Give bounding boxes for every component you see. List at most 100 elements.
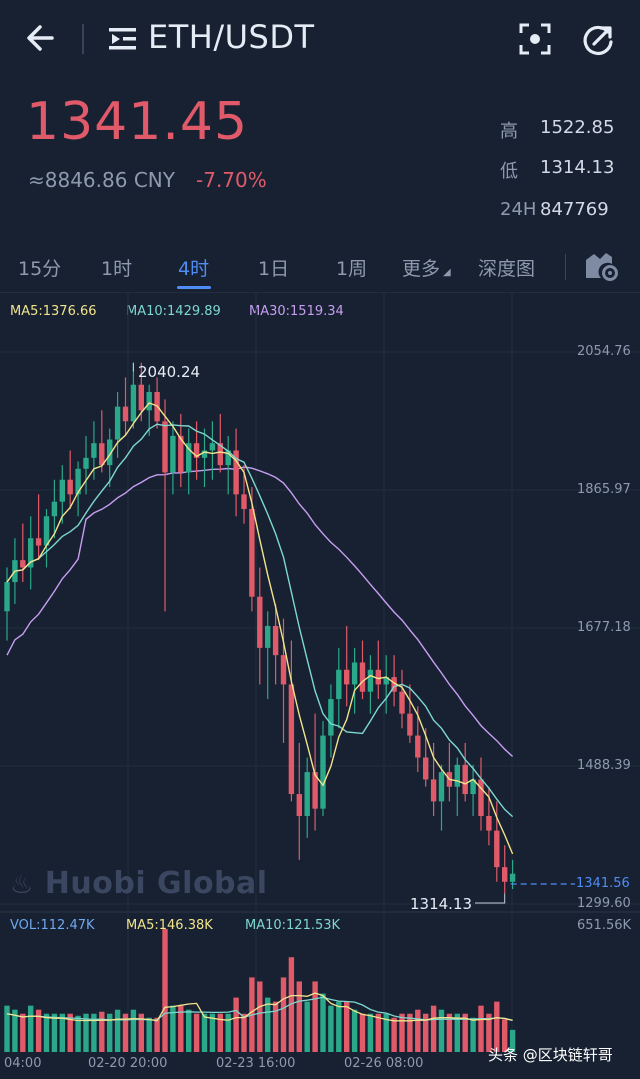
candle-body xyxy=(67,479,73,495)
candle-body xyxy=(114,406,121,440)
candle-body xyxy=(470,779,476,795)
stat-low-label: 低 xyxy=(500,161,518,182)
candle-body xyxy=(20,560,26,568)
tab-1h[interactable]: 1时 xyxy=(101,258,133,280)
candle-body xyxy=(193,443,200,458)
candle-body xyxy=(367,669,374,692)
candle-body xyxy=(233,450,239,495)
candle-body xyxy=(430,779,437,802)
volume-bar xyxy=(193,1013,200,1052)
volume-bar xyxy=(454,1013,460,1052)
time-tick-2: 02-20 20:00 xyxy=(88,1056,168,1071)
back-arrow-icon[interactable] xyxy=(22,18,62,58)
volume-bar xyxy=(367,1013,374,1052)
volume-bar xyxy=(91,1013,97,1052)
candle-body xyxy=(217,443,223,466)
flame-logo-icon: ♨ xyxy=(10,870,34,900)
candle-body xyxy=(486,815,492,831)
tab-15m[interactable]: 15分 xyxy=(18,258,62,280)
current-price-tag: 1341.56 xyxy=(576,876,630,891)
low-marker: 1314.13 xyxy=(410,895,473,913)
candle-body xyxy=(438,772,445,802)
volume-bar xyxy=(486,1013,492,1052)
volume-bar xyxy=(344,1001,350,1052)
chart-settings-icon[interactable] xyxy=(584,250,618,282)
interval-tabs xyxy=(0,242,640,293)
tab-1d[interactable]: 1日 xyxy=(258,258,290,280)
share-icon[interactable] xyxy=(580,22,616,58)
stat-high-label: 高 xyxy=(500,121,518,142)
volume-bar xyxy=(478,1005,484,1052)
tab-more[interactable]: 更多 ◢ xyxy=(402,254,451,281)
volume-bar xyxy=(438,1009,445,1052)
volume-bar xyxy=(75,1015,81,1052)
candle-body xyxy=(201,450,208,458)
tab-depth-chart[interactable]: 深度图 xyxy=(478,258,536,280)
legend-ma30: MA30:1519.34 xyxy=(249,304,344,319)
candle-body xyxy=(312,772,318,809)
volume-bar xyxy=(186,1009,192,1052)
volume-bar xyxy=(114,1009,121,1052)
stat-24h-label: 24H xyxy=(500,199,537,220)
time-tick-1: 04:00 xyxy=(4,1056,42,1071)
volume-bar xyxy=(407,1013,413,1052)
candle-body xyxy=(509,873,516,882)
candle-body xyxy=(35,538,42,546)
high-marker: 2040.24 xyxy=(138,363,201,381)
volume-bar xyxy=(296,981,302,1052)
focus-scan-icon[interactable] xyxy=(518,22,552,56)
legend-vol-ma10: MA10:121.53K xyxy=(245,918,341,933)
candle-body xyxy=(75,468,81,495)
candle-body xyxy=(391,677,397,692)
tab-1w[interactable]: 1周 xyxy=(336,258,368,280)
volume-bar xyxy=(12,1009,18,1052)
volume-bar xyxy=(272,1001,279,1052)
volume-bar xyxy=(170,1005,176,1052)
ma30-path xyxy=(6,466,514,758)
candle-body xyxy=(399,691,405,714)
tab-separator xyxy=(565,254,566,280)
kline-chart[interactable] xyxy=(0,292,640,1079)
volume-bar xyxy=(280,977,287,1052)
header-divider xyxy=(82,24,84,54)
volume-bar xyxy=(415,1009,421,1052)
volume-bar xyxy=(178,1005,184,1052)
volume-bar xyxy=(43,1013,50,1052)
candle-body xyxy=(225,450,231,466)
price-tick-3: 1677.18 xyxy=(577,620,631,635)
pair-menu-icon[interactable] xyxy=(108,26,138,52)
volume-bar xyxy=(399,1013,405,1052)
candle-body xyxy=(280,655,287,685)
candle-body xyxy=(170,435,176,473)
price-tick-1: 2054.76 xyxy=(577,344,631,359)
volume-bar xyxy=(383,1013,389,1052)
volume-bar xyxy=(107,1013,113,1052)
legend-ma10: MA10:1429.89 xyxy=(126,304,221,319)
ma30-line xyxy=(6,466,514,758)
candle-body xyxy=(162,421,168,473)
volume-bar xyxy=(502,1019,508,1052)
volume-bar xyxy=(430,1005,437,1052)
candle-body xyxy=(91,443,97,458)
candle-body xyxy=(478,779,484,816)
volume-bar xyxy=(265,997,271,1052)
volume-bar xyxy=(28,1005,34,1052)
candle-body xyxy=(288,684,295,795)
pair-title[interactable]: ETH/USDT xyxy=(148,18,315,56)
candle-body xyxy=(257,596,263,648)
tab-4h[interactable]: 4时 xyxy=(178,258,210,280)
last-price: 1341.45 xyxy=(26,92,249,152)
legend-vol-ma5: MA5:146.38K xyxy=(126,918,213,933)
volume-bar xyxy=(138,1013,144,1052)
volume-bar xyxy=(462,1013,468,1052)
volume-bar xyxy=(201,1013,208,1052)
time-tick-3: 02-23 16:00 xyxy=(216,1056,296,1071)
volume-bar xyxy=(509,1029,516,1052)
ma5-path xyxy=(6,402,514,855)
candle-body xyxy=(344,669,350,685)
volume-bar xyxy=(351,1009,358,1052)
candle-body xyxy=(59,479,65,502)
price-tick-2: 1865.97 xyxy=(577,482,631,497)
volume-bar xyxy=(241,1013,247,1052)
candle-body xyxy=(320,735,326,809)
